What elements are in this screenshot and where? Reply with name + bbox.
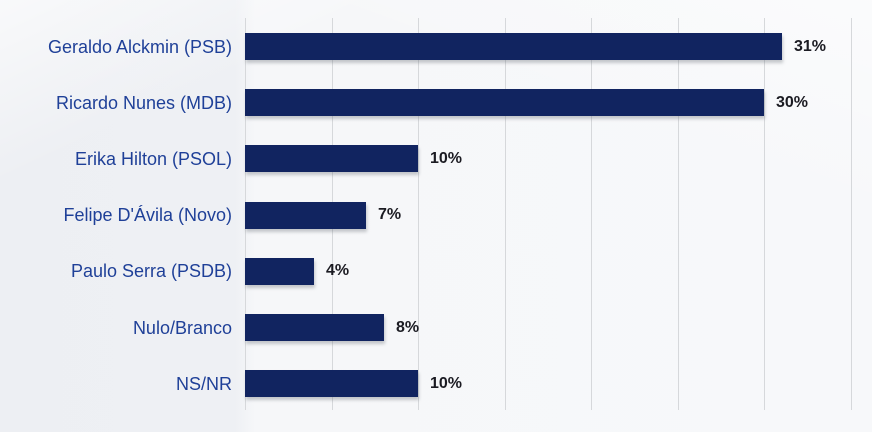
- category-label: NS/NR: [175, 374, 232, 394]
- bar: [245, 258, 314, 285]
- category-label: Felipe D'Ávila (Novo): [63, 205, 233, 225]
- category-label: Paulo Serra (PSDB): [70, 261, 232, 281]
- value-label: 31%: [794, 38, 827, 55]
- bar: [245, 89, 764, 116]
- category-label: Erika Hilton (PSOL): [74, 149, 232, 169]
- value-label: 10%: [430, 150, 463, 167]
- gridline-20: [591, 18, 592, 410]
- category-label: Geraldo Alckmin (PSB): [47, 37, 232, 57]
- bar: [245, 314, 384, 341]
- value-label: 7%: [378, 206, 402, 223]
- bar: [245, 145, 418, 172]
- value-label: 8%: [396, 319, 420, 336]
- gridline-35: [851, 18, 852, 410]
- gridline-25: [678, 18, 679, 410]
- category-label: Ricardo Nunes (MDB): [55, 93, 232, 113]
- gridline-10: [418, 18, 419, 410]
- bar: [245, 370, 418, 397]
- bar: [245, 202, 366, 229]
- gridline-15: [505, 18, 506, 410]
- gridline-30: [764, 18, 765, 410]
- value-label: 30%: [776, 94, 809, 111]
- value-label: 10%: [430, 375, 463, 392]
- value-label: 4%: [326, 262, 350, 279]
- category-label: Nulo/Branco: [132, 318, 232, 338]
- bar: [245, 33, 782, 60]
